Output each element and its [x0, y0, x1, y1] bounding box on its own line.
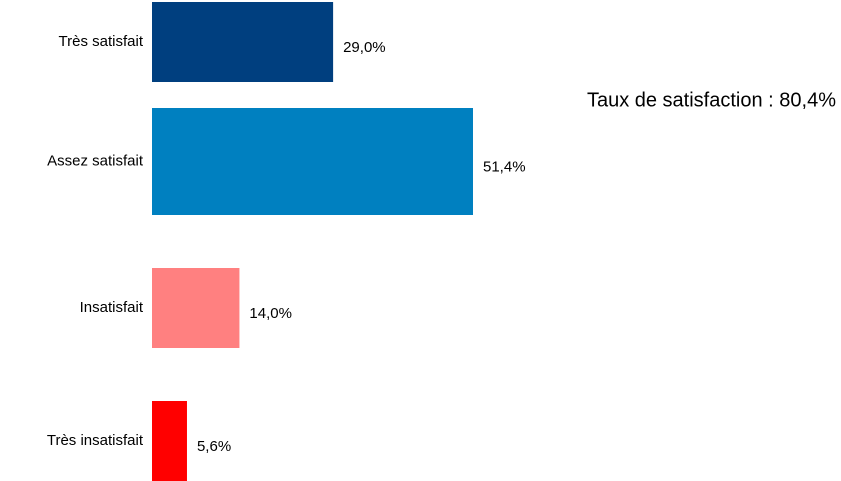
bar [152, 268, 240, 348]
value-label: 51,4% [483, 158, 526, 175]
annotation: Taux de satisfaction : 80,4% [587, 89, 836, 111]
value-label: 14,0% [249, 305, 292, 322]
category-label: Assez satisfait [47, 152, 144, 169]
value-label: 29,0% [343, 39, 386, 56]
bar [152, 401, 187, 481]
value-label: 5,6% [197, 438, 231, 455]
category-label: Très satisfait [59, 33, 144, 50]
bar [152, 108, 473, 215]
bar [152, 2, 334, 82]
category-label: Insatisfait [80, 299, 144, 316]
category-label: Très insatisfait [47, 432, 144, 449]
